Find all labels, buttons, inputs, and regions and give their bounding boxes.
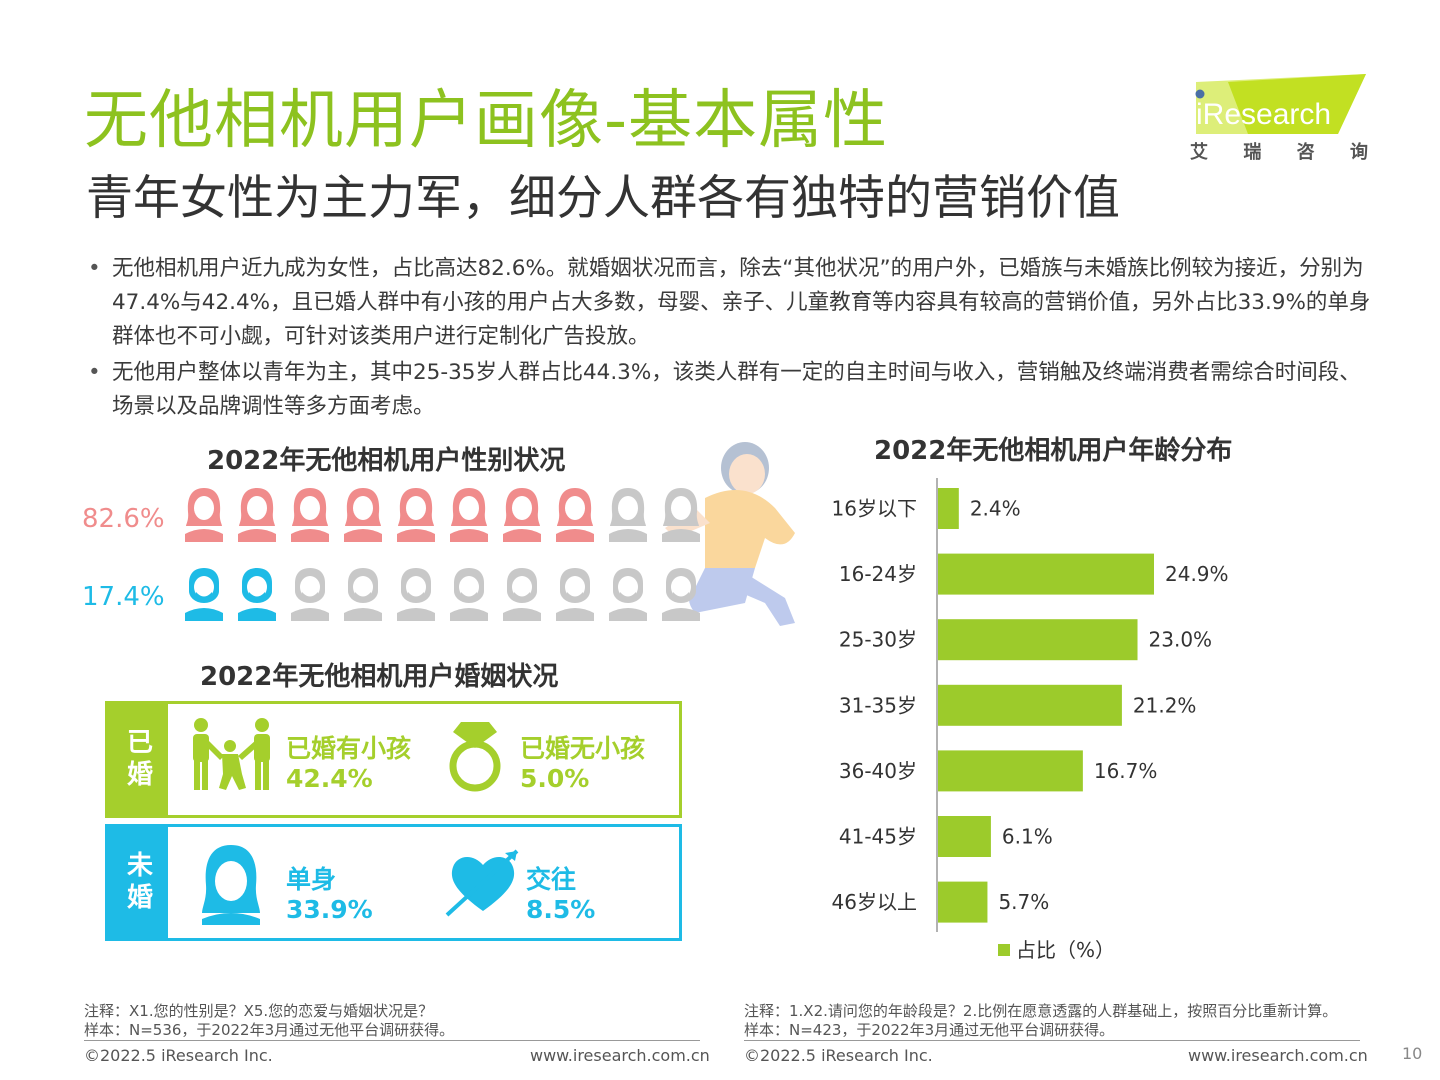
heart-arrow-icon [445,849,519,917]
summary-bullets: 无他相机用户近九成为女性，占比高达82.6%。就婚姻状况而言，除去“其他状况”的… [88,252,1378,426]
age-chart-title: 2022年无他相机用户年龄分布 [874,436,1233,466]
value-label-6: 5.7% [998,890,1049,914]
value-label-0: 2.4% [970,497,1021,521]
bar-1 [938,553,1154,595]
male-person-icon [503,568,541,621]
footer-copyright-right: ©2022.5 iResearch Inc. [744,1046,933,1065]
value-label-4: 16.7% [1094,759,1158,783]
bar-0 [938,488,959,529]
page-subtitle: 青年女性为主力军，细分人群各有独特的营销价值 [86,171,1120,226]
dating-label: 交往 8.5% [526,865,596,924]
value-label-3: 21.2% [1133,693,1197,717]
single-label: 单身 33.9% [286,865,373,924]
male-person-icon [609,568,647,621]
right-footer-rule [744,1040,1360,1041]
male-percentage: 17.4% [82,582,165,612]
page-title: 无他相机用户画像-基本属性 [84,84,889,158]
category-label-6: 46岁以上 [832,890,917,914]
bar-5 [938,816,991,857]
female-person-icon [609,488,647,542]
value-label-5: 6.1% [1002,825,1053,849]
right-notes: 注释：1.X2.请问您的年龄段是？2.比例在愿意透露的人群基础上，按照百分比重新… [744,1002,1338,1039]
logo-text: iResearch [1196,98,1331,131]
footer-url-left[interactable]: www.iresearch.com.cn [530,1046,710,1065]
unmarried-tab: 未婚 [108,827,168,938]
family-icon [193,718,270,790]
bar-2 [938,619,1138,661]
left-footer-rule [84,1040,700,1041]
female-person-icon [185,488,223,542]
gender-chart-title: 2022年无他相机用户性别状况 [207,446,566,476]
age-bar-chart: 16岁以下 2.4% 16-24岁 24.9% 25-30岁 23.0% 31-35岁 21.… [832,478,1229,962]
value-label-1: 24.9% [1165,562,1229,586]
unmarried-panel: 未婚 单身 33.9% 交往 8.5% [105,824,682,941]
male-person-icon [397,568,435,621]
iresearch-logo: iResearch [1195,74,1366,134]
male-person-icon [662,568,700,621]
footer-copyright-left: ©2022.5 iResearch Inc. [84,1046,273,1065]
brand-cn-name: 艾瑞咨询 [1190,142,1368,163]
female-person-icon [503,488,541,542]
footer-url-right[interactable]: www.iresearch.com.cn [1188,1046,1368,1065]
male-person-icon [556,568,594,621]
male-person-icon [450,568,488,621]
female-icon-row [183,486,702,542]
female-person-icon [291,488,329,542]
bullet-2: 无他用户整体以青年为主，其中25-35岁人群占比44.3%，该类人群有一定的自主… [88,356,1378,424]
bullet-1: 无他相机用户近九成为女性，占比高达82.6%。就婚姻状况而言，除去“其他状况”的… [88,252,1378,354]
category-label-5: 41-45岁 [839,825,917,849]
female-person-icon [238,488,276,542]
male-person-icon [291,568,329,621]
legend-swatch [998,944,1010,956]
female-person-icon [556,488,594,542]
category-label-3: 31-35岁 [839,693,917,717]
male-person-icon [344,568,382,621]
value-label-2: 23.0% [1149,628,1213,652]
female-person-icon [397,488,435,542]
category-label-2: 25-30岁 [839,628,917,652]
marriage-chart-title: 2022年无他相机用户婚姻状况 [200,662,559,692]
female-person-icon [344,488,382,542]
married-panel: 已婚 已婚有小孩 42.4% 已婚无小孩 5.0% [105,701,682,818]
bar-6 [938,881,988,923]
category-label-1: 16-24岁 [839,562,917,586]
page-number: 10 [1402,1044,1423,1063]
female-person-icon [450,488,488,542]
married-with-child-label: 已婚有小孩 42.4% [286,734,412,793]
married-tab: 已婚 [108,704,168,815]
male-person-icon [185,568,223,621]
left-notes: 注释：X1.您的性别是？X5.您的恋爱与婚姻状况是？ 样本：N=536，于202… [84,1002,455,1039]
male-person-icon [238,568,276,621]
category-label-0: 16岁以下 [832,497,917,521]
female-percentage: 82.6% [82,504,165,534]
female-person-icon [662,488,700,542]
male-icon-row [183,565,702,621]
bar-3 [938,684,1122,726]
married-no-child-label: 已婚无小孩 5.0% [520,734,646,793]
diamond-ring-icon [449,722,501,792]
bar-4 [938,750,1083,792]
category-label-4: 36-40岁 [839,759,917,783]
single-woman-icon [202,845,260,925]
legend-label: 占比（%） [1016,938,1115,962]
